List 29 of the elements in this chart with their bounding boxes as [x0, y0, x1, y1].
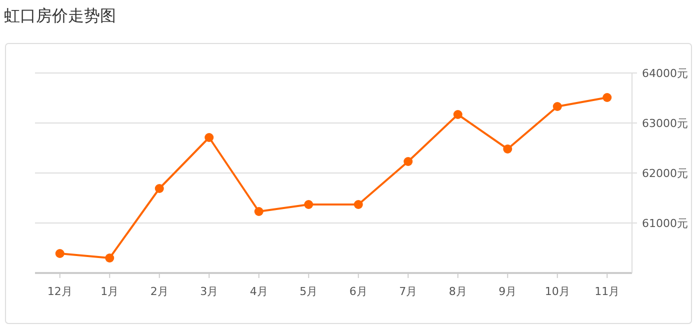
x-tick-label: 4月: [250, 285, 268, 298]
point: [552, 102, 562, 111]
point: [254, 207, 264, 216]
y-tick-label: 64000元: [642, 66, 688, 80]
x-tick-label: 7月: [399, 285, 418, 298]
point: [304, 200, 314, 209]
x-tick-label: 5月: [300, 285, 318, 298]
y-tick-label: 61000元: [642, 216, 688, 230]
y-tick-label: 63000元: [642, 116, 688, 130]
point: [503, 144, 512, 154]
point: [354, 200, 363, 209]
point: [453, 110, 462, 119]
x-tick-label: 3月: [200, 285, 218, 298]
point: [602, 93, 612, 102]
chart-title: 虹口房价走势图: [4, 6, 116, 25]
x-tick-label: 2月: [150, 285, 168, 298]
x-tick-label: 10月: [544, 285, 570, 298]
point: [154, 184, 164, 193]
y-tick-label: 62000元: [642, 166, 688, 180]
x-tick-label: 6月: [349, 285, 368, 298]
point: [105, 254, 114, 262]
x-tick-label: 11月: [594, 285, 620, 298]
x-tick-label: 8月: [448, 285, 467, 298]
x-tick-label: 12月: [47, 285, 72, 298]
point: [404, 157, 413, 166]
point: [204, 133, 214, 142]
x-tick-label: 9月: [498, 285, 517, 298]
point: [55, 249, 64, 258]
x-tick-label: 1月: [100, 285, 119, 298]
